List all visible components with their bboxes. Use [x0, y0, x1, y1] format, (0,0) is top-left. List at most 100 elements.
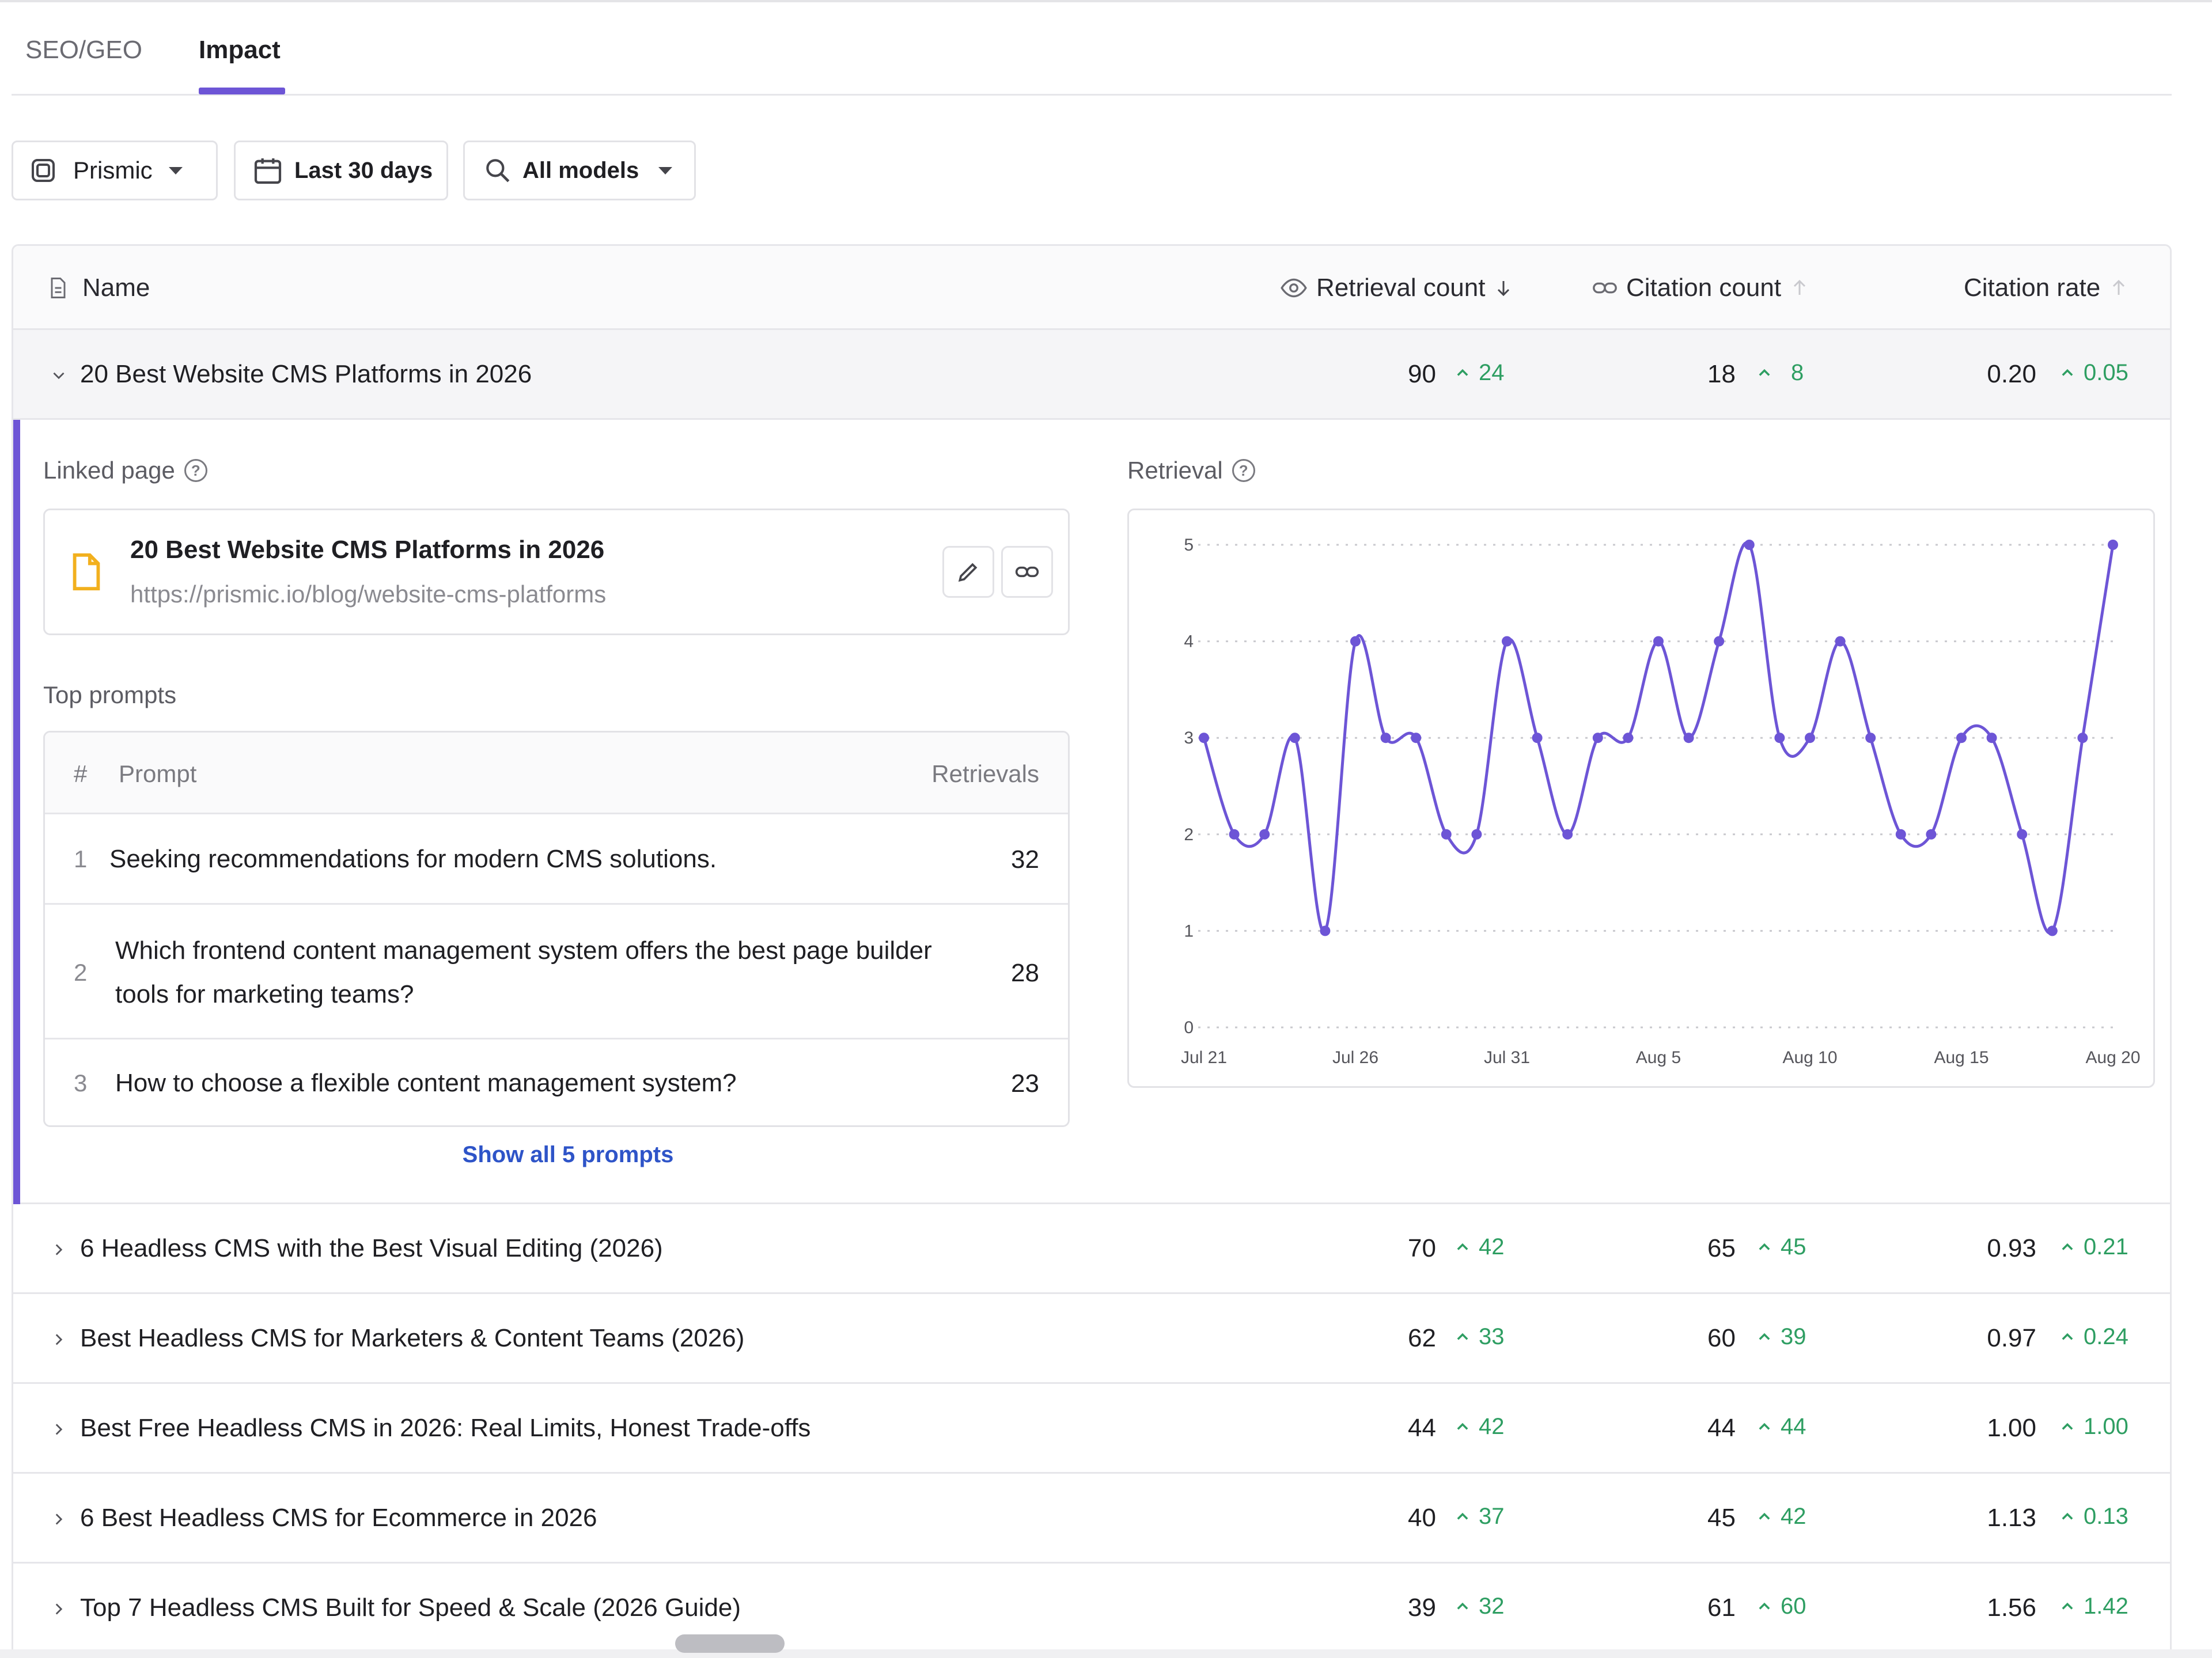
retrieval-delta-value: 42 [1479, 1234, 1505, 1259]
data-point[interactable] [1532, 733, 1543, 743]
table-row[interactable]: 6 Headless CMS with the Best Visual Edit… [13, 1204, 2170, 1294]
data-point[interactable] [1623, 733, 1634, 743]
project-label: Prismic [73, 157, 153, 184]
data-point[interactable] [1835, 636, 1846, 647]
data-point[interactable] [1289, 733, 1300, 743]
row-name: 6 Headless CMS with the Best Visual Edit… [80, 1234, 663, 1262]
data-point[interactable] [1683, 733, 1694, 743]
retrieval-heading: Retrieval ? [1127, 457, 1255, 484]
column-name-label: Name [82, 274, 150, 302]
sort-up-icon [1794, 279, 1806, 295]
table-row[interactable]: Best Headless CMS for Marketers & Conten… [13, 1294, 2170, 1384]
data-point[interactable] [1350, 636, 1361, 647]
data-point[interactable] [1229, 829, 1240, 840]
table-row[interactable]: 6 Best Headless CMS for Ecommerce in 202… [13, 1474, 2170, 1564]
data-point[interactable] [1320, 925, 1331, 936]
column-citation-count[interactable]: Citation count [1592, 274, 1810, 302]
citation-delta-value: 39 [1781, 1324, 1806, 1349]
chevron-right-icon[interactable] [49, 1330, 69, 1349]
data-point[interactable] [2047, 925, 2058, 936]
data-point[interactable] [1411, 733, 1422, 743]
data-point[interactable] [1562, 829, 1573, 840]
copy-link-button[interactable] [1001, 546, 1053, 598]
data-point[interactable] [2077, 733, 2088, 743]
prompt-retrievals: 28 [1011, 959, 1039, 987]
retrieval-chart-card: 0 1 2 3 4 5 Jul 21 Jul 26 Jul 31 Aug 5 Aug 10 Aug 1… [1127, 509, 2155, 1088]
data-point[interactable] [2108, 540, 2118, 550]
file-icon [73, 553, 100, 591]
chevron-right-icon[interactable] [49, 1599, 69, 1619]
prompt-retrievals: 23 [1011, 1069, 1039, 1098]
retrieval-line-chart: 0 1 2 3 4 5 Jul 21 Jul 26 Jul 31 Aug 5 Aug 10 Aug 1… [1181, 536, 2141, 1067]
arrow-up-icon [2062, 1333, 2073, 1340]
table-row[interactable]: 20 Best Website CMS Platforms in 2026 90… [13, 330, 2170, 420]
data-point[interactable] [1865, 733, 1876, 743]
table-row[interactable]: Best Free Headless CMS in 2026: Real Lim… [13, 1384, 2170, 1474]
link-icon [1593, 282, 1617, 294]
table-row[interactable]: Top 7 Headless CMS Built for Speed & Sca… [13, 1564, 2170, 1653]
project-icon [32, 159, 55, 182]
rate-delta: 1.42 [2059, 1593, 2128, 1619]
list-item[interactable]: 3 How to choose a flexible content manag… [45, 1039, 1068, 1125]
list-item[interactable]: 2 Which frontend content management syst… [45, 905, 1068, 1039]
rate-delta: 0.13 [2059, 1504, 2128, 1530]
data-point[interactable] [1592, 733, 1603, 743]
date-range-button[interactable]: Last 30 days [234, 141, 448, 200]
linked-page-card: 20 Best Website CMS Platforms in 2026 ht… [43, 509, 1070, 635]
rate-delta-value: 1.42 [2084, 1593, 2128, 1619]
rate-delta-value: 1.00 [2084, 1414, 2128, 1439]
x-tick-label: Aug 10 [1782, 1048, 1837, 1067]
horizontal-scrollbar-thumb[interactable] [675, 1634, 785, 1653]
chevron-right-icon[interactable] [49, 1509, 69, 1529]
data-point[interactable] [1441, 829, 1452, 840]
show-all-prompts-link[interactable]: Show all 5 prompts [462, 1142, 674, 1167]
top-border [0, 0, 2212, 2]
models-select[interactable]: All models [463, 141, 696, 200]
data-point[interactable] [1774, 733, 1785, 743]
data-point[interactable] [1986, 733, 1997, 743]
chevron-right-icon[interactable] [49, 1240, 69, 1259]
x-tick-label: Jul 26 [1332, 1048, 1378, 1067]
row-name: 6 Best Headless CMS for Ecommerce in 202… [80, 1504, 597, 1532]
data-point[interactable] [1744, 540, 1755, 550]
linked-page-url[interactable]: https://prismic.io/blog/website-cms-plat… [130, 581, 607, 608]
data-point[interactable] [1956, 733, 1967, 743]
arrow-up-icon [1759, 1243, 1770, 1250]
list-item[interactable]: 1 Seeking recommendations for modern CMS… [45, 814, 1068, 905]
data-point[interactable] [1502, 636, 1512, 647]
prompts-index-header: # [74, 760, 88, 787]
edit-button[interactable] [942, 546, 994, 598]
chevron-down-icon [658, 166, 673, 174]
data-point[interactable] [1895, 829, 1906, 840]
rate-delta-value: 0.13 [2084, 1504, 2128, 1529]
retrieval-delta-value: 42 [1479, 1414, 1505, 1439]
arrow-up-icon [1759, 1512, 1770, 1520]
data-point[interactable] [1805, 733, 1815, 743]
column-citation-rate[interactable]: Citation rate [1964, 274, 2129, 302]
data-point[interactable] [1380, 733, 1391, 743]
data-point[interactable] [1199, 733, 1209, 743]
x-tick-label: Aug 20 [2085, 1048, 2140, 1067]
data-point[interactable] [1471, 829, 1482, 840]
data-point[interactable] [1653, 636, 1664, 647]
y-tick-label: 4 [1184, 632, 1194, 651]
chevron-down-icon[interactable] [49, 366, 69, 385]
data-point[interactable] [1714, 636, 1725, 647]
tab-impact[interactable]: Impact [199, 36, 281, 64]
chevron-down-icon [168, 166, 183, 174]
help-icon[interactable]: ? [1232, 459, 1255, 482]
data-point[interactable] [2017, 829, 2028, 840]
help-icon[interactable]: ? [184, 459, 207, 482]
column-retrieval-count[interactable]: Retrieval count [1279, 274, 1514, 302]
y-tick-label: 5 [1184, 536, 1194, 555]
rate-delta-value: 0.05 [2084, 360, 2128, 385]
data-point[interactable] [1926, 829, 1937, 840]
chevron-right-icon[interactable] [49, 1420, 69, 1439]
arrow-up-icon [2062, 1243, 2073, 1250]
tab-seo-geo[interactable]: SEO/GEO [25, 36, 142, 64]
project-select[interactable]: Prismic [12, 141, 218, 200]
data-point[interactable] [1259, 829, 1270, 840]
retrieval-count: 39 [1408, 1593, 1436, 1622]
column-name[interactable]: Name [46, 274, 150, 302]
prompt-text: Which frontend content management system… [115, 936, 932, 1008]
